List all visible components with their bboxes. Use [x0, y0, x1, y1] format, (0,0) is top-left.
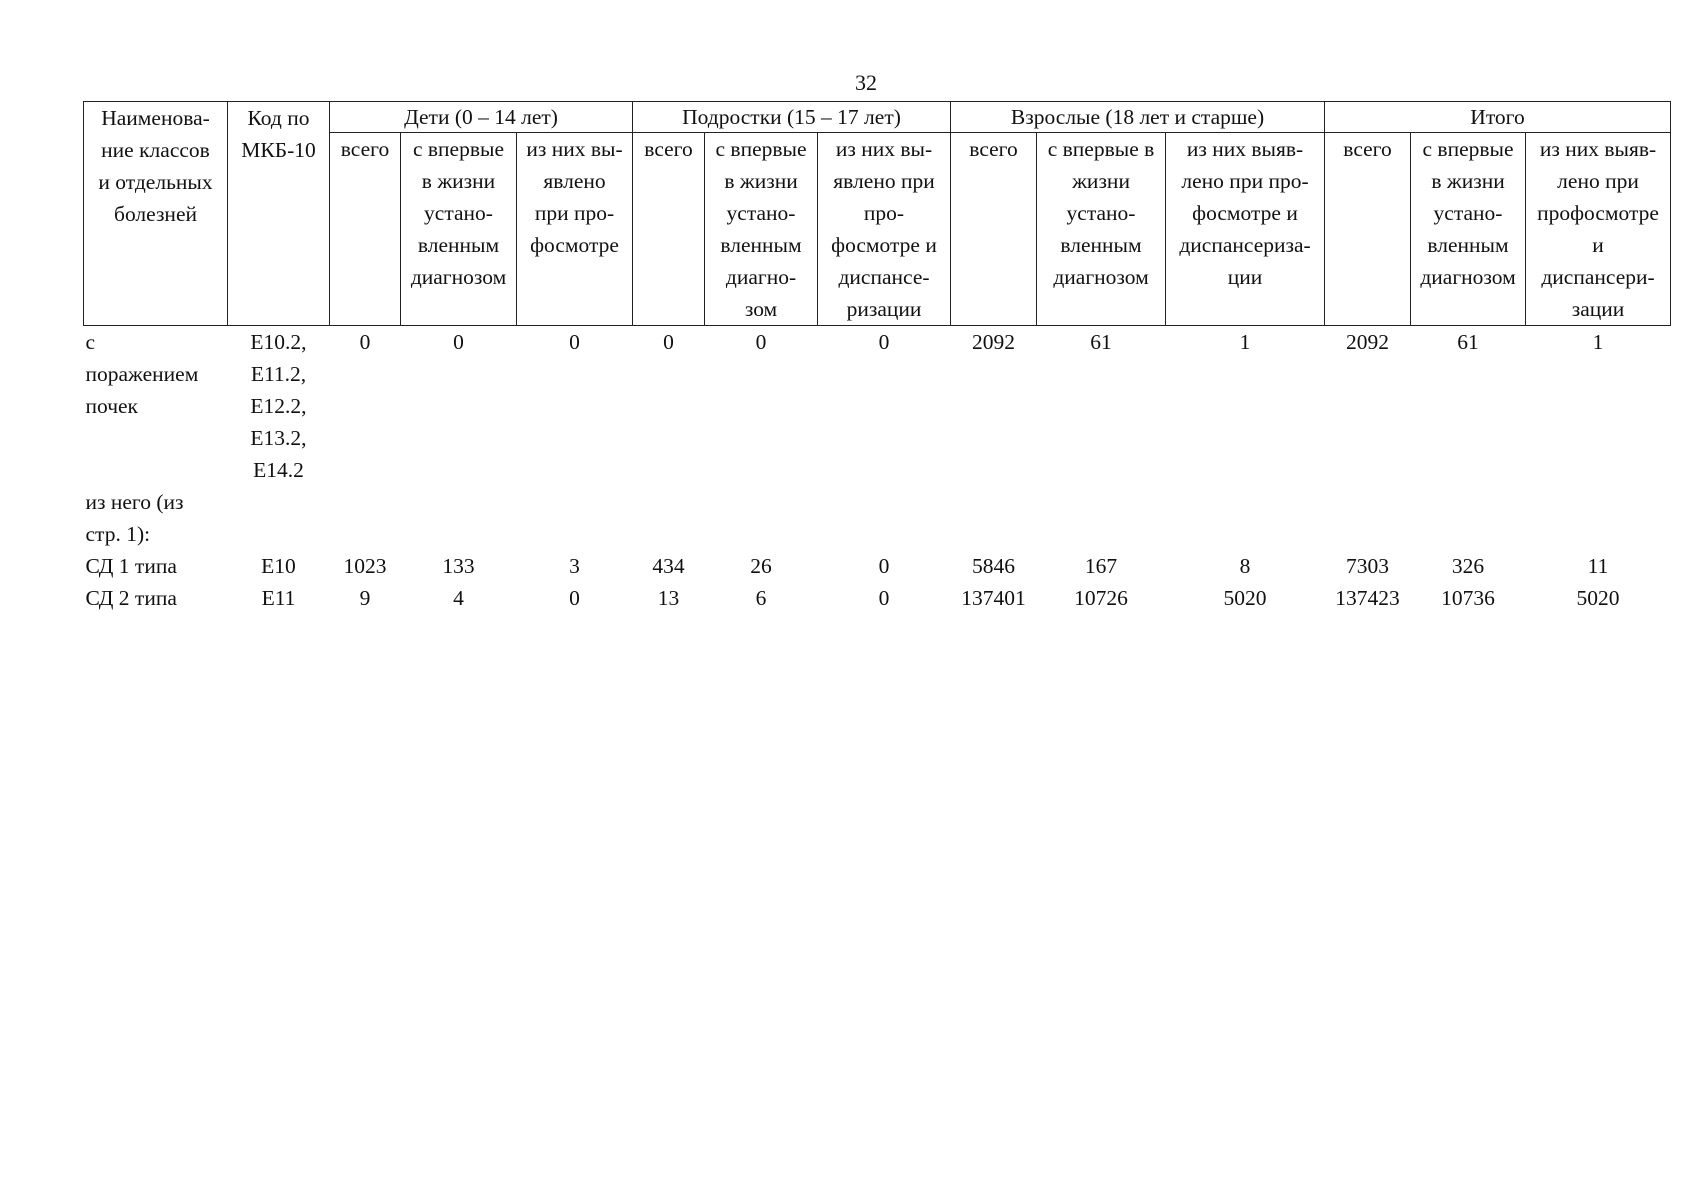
sub-header: всего [950, 132, 1038, 326]
value-cell: 3 [569, 554, 580, 578]
value-cell: 0 [755, 330, 767, 354]
data-row: СД 1 типа E10 1023 133 3 434 26 0 5846 167 8 7303 32… [84, 550, 1671, 582]
row-name: с поражением почек [85, 330, 199, 418]
value-cell: 5846 [972, 554, 1016, 578]
sub-header: с впервые в жизни устано- вленным диагно… [704, 132, 819, 326]
group-header: Дети (0 – 14 лет) [328, 101, 634, 133]
sub-header: из них вы- явлено при про- фосмотре [515, 132, 634, 326]
value-cell: 8 [1239, 554, 1251, 578]
sub-header: всего [632, 132, 706, 326]
value-cell: 5020 [1223, 586, 1267, 610]
group-header: Итого [1324, 101, 1672, 133]
value-cell: 137401 [961, 586, 1026, 610]
value-cell: 5020 [1576, 586, 1620, 610]
sub-header: из них вы- явлено при про- фосмотре и ди… [817, 132, 952, 326]
value-cell: 61 [1457, 330, 1479, 354]
page-number: 32 [855, 70, 877, 95]
code-header: Код по МКБ-10 [227, 101, 330, 326]
row-code: E11 [261, 586, 296, 610]
value-cell: 13 [657, 586, 680, 610]
header-row: Наименова- ние классов и отдельных болез… [83, 101, 1672, 326]
value-cell: 61 [1090, 330, 1112, 354]
value-cell: 2092 [1346, 330, 1390, 354]
sub-header: с впервые в жизни устано- вленным диагно… [1036, 132, 1167, 326]
name-header: Наименова- ние классов и отдельных болез… [83, 101, 228, 326]
value-cell: 9 [359, 586, 371, 610]
value-cell: 7303 [1346, 554, 1390, 578]
row-name: из него (из стр. 1): [85, 490, 184, 546]
value-cell: 0 [453, 330, 464, 354]
value-cell: 167 [1084, 554, 1118, 578]
value-cell: 10736 [1441, 586, 1495, 610]
group-header: Взрослые (18 лет и старше) [950, 101, 1326, 133]
value-cell: 326 [1451, 554, 1485, 578]
value-cell: 26 [750, 554, 772, 578]
empty-cell [228, 486, 1671, 550]
value-cell: 133 [442, 554, 475, 578]
value-cell: 137423 [1335, 586, 1400, 610]
value-cell: 0 [878, 586, 890, 610]
data-row: из него (из стр. 1): [84, 486, 1671, 550]
value-cell: 11 [1587, 554, 1609, 578]
row-name: СД 2 типа [85, 586, 177, 610]
row-code: E10 [261, 554, 296, 578]
data-row: с поражением почек E10.2, E11.2, E12.2, E… [84, 326, 1671, 487]
sub-header: из них выяв- лено при про- фосмотре и ди… [1165, 132, 1326, 326]
group-header: Подростки (15 – 17 лет) [632, 101, 952, 133]
value-cell: 4 [453, 586, 464, 610]
sub-header: всего [329, 132, 401, 326]
value-cell: 6 [755, 586, 767, 610]
value-cell: 0 [663, 330, 674, 354]
header-row: всего с впервые в жизни устано- вленным д… [84, 132, 1672, 326]
sub-header: с впервые в жизни устано- вленным диагно… [400, 132, 517, 326]
value-cell: 10726 [1074, 586, 1128, 610]
value-cell: 0 [359, 330, 371, 354]
data-row: СД 2 типа E11 9 4 0 13 6 0 137401 10726 5020 137423… [84, 582, 1671, 614]
value-cell: 0 [569, 330, 580, 354]
sub-header: с впервые в жизни устано- вленным диагно… [1410, 132, 1527, 326]
value-cell: 0 [878, 554, 890, 578]
value-cell: 1 [1592, 330, 1604, 354]
table: Наименова- ние классов и отдельных болез… [83, 101, 1672, 614]
row-code: E10.2, E11.2, E12.2, E13.2, E14.2 [250, 330, 307, 482]
value-cell: 0 [878, 330, 890, 354]
value-cell: 434 [652, 554, 685, 578]
row-name: СД 1 типа [85, 554, 177, 578]
sub-header: из них выяв- лено при профосмотре и дисп… [1525, 132, 1672, 326]
value-cell: 1 [1239, 330, 1251, 354]
value-cell: 2092 [972, 330, 1016, 354]
value-cell: 0 [569, 586, 580, 610]
value-cell: 1023 [343, 554, 387, 578]
sub-header: всего [1324, 132, 1412, 326]
